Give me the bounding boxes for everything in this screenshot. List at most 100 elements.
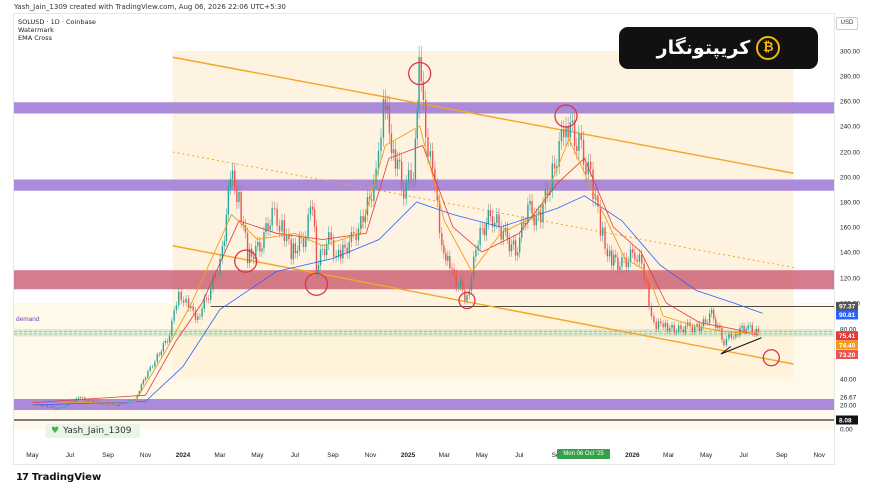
candle-body — [371, 199, 373, 201]
candle-body — [185, 298, 187, 303]
candle-body — [281, 220, 283, 232]
candle-body — [294, 243, 297, 254]
legend-symbol: SOLUSD · 1D · Coinbase — [18, 18, 96, 26]
y-tick-label: 26.67 — [840, 395, 857, 402]
candle-body — [48, 407, 51, 408]
candle-body — [267, 223, 269, 230]
candle-body — [344, 244, 346, 248]
x-tick-label: May — [700, 452, 713, 459]
y-tick-label: 300.00 — [840, 49, 860, 56]
candle-body — [684, 325, 687, 333]
price-label-text: 73.20 — [839, 352, 856, 359]
zone-layer — [14, 102, 834, 411]
y-tick-label: 120.00 — [840, 276, 860, 283]
triangle-pattern — [720, 337, 762, 355]
candle-body — [263, 232, 265, 249]
candle-body — [741, 325, 743, 328]
candle-body — [203, 297, 205, 309]
x-tick-label: Mar — [663, 452, 675, 459]
candle-body — [569, 122, 571, 138]
candle-body — [491, 216, 494, 227]
candle-body — [107, 402, 109, 405]
candle-body — [79, 397, 82, 399]
candle-body — [717, 325, 719, 329]
candle-body — [53, 406, 55, 408]
candle-body — [424, 99, 427, 138]
chart-legend: SOLUSD · 1D · Coinbase Watermark EMA Cro… — [18, 18, 96, 42]
candle-body — [636, 259, 638, 262]
candle-body — [156, 354, 158, 362]
candle-body — [737, 334, 739, 336]
candle-body — [253, 256, 255, 260]
candle-body — [653, 316, 655, 322]
candle-body — [217, 274, 219, 275]
author-name: Yash_Jain_1309 — [63, 426, 132, 436]
candle-body — [462, 280, 464, 291]
grid-layer — [14, 306, 834, 421]
candle-body — [285, 234, 288, 242]
candle-body — [319, 249, 322, 266]
candle-body — [335, 255, 337, 257]
candle-body — [398, 159, 401, 162]
bitcoin-coin-icon: ₿ — [756, 36, 781, 60]
x-tick-label: May — [251, 452, 264, 459]
candle-body — [518, 237, 521, 253]
candle-body — [487, 210, 490, 224]
candle-body — [645, 279, 648, 283]
candle-body — [199, 316, 201, 318]
highlight-circle — [554, 104, 578, 128]
candle-body — [445, 253, 447, 261]
candle-body — [418, 56, 420, 110]
candle-body — [164, 340, 167, 344]
candle-body — [236, 187, 238, 203]
y-tick-label: 80.00 — [840, 327, 857, 334]
tradingview-logo[interactable]: 17 TradingView — [16, 472, 101, 483]
candle-body — [441, 232, 443, 246]
candle-body — [160, 351, 163, 356]
candle-body — [190, 306, 192, 309]
candle-body — [506, 227, 509, 239]
candle-body — [355, 233, 357, 241]
candle-body — [255, 245, 257, 260]
candle-body — [453, 269, 455, 275]
candle-body — [621, 257, 623, 267]
candle-body — [751, 325, 753, 334]
candle-body — [302, 238, 305, 247]
candle-body — [410, 170, 412, 181]
price-label-text: 8.08 — [839, 417, 852, 424]
candle-body — [702, 319, 705, 327]
candle-body — [392, 149, 395, 153]
candle-body — [394, 149, 397, 169]
candle-body — [556, 166, 558, 169]
candle-body — [325, 244, 328, 256]
candle-body — [219, 259, 221, 275]
candle-body — [694, 327, 696, 333]
candle-body — [273, 207, 276, 209]
x-tick-label: 2024 — [176, 452, 191, 459]
candle-body — [613, 254, 615, 266]
candle-body — [708, 313, 711, 323]
candle-body — [323, 249, 326, 256]
candle-body — [207, 298, 210, 300]
zone-support — [14, 270, 834, 290]
candle-body — [120, 402, 122, 404]
price-label-text: 74.40 — [839, 342, 856, 349]
candle-body — [50, 406, 53, 408]
candle-body — [721, 327, 723, 341]
price-label-box — [836, 310, 858, 320]
currency-button[interactable]: USD — [836, 17, 858, 30]
candle-body — [512, 240, 515, 245]
candle-body — [553, 163, 556, 169]
candle-body — [138, 391, 140, 396]
candle-body — [504, 227, 507, 231]
x-tick-label: Nov — [365, 452, 377, 459]
candle-body — [615, 254, 617, 258]
candle-body — [276, 208, 278, 226]
x-tick-label: Sep — [102, 452, 114, 459]
zone-supply — [14, 102, 834, 114]
candle-body — [337, 249, 340, 256]
candle-body — [315, 226, 318, 274]
candle-body — [457, 286, 460, 288]
chart-area[interactable] — [13, 13, 835, 465]
